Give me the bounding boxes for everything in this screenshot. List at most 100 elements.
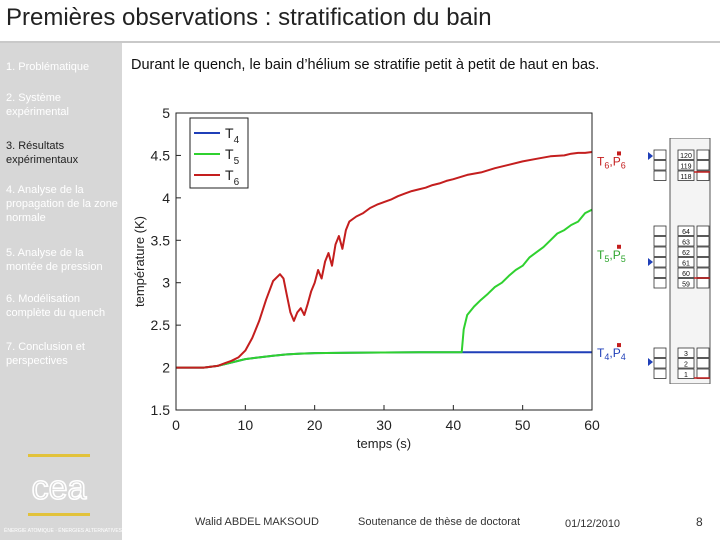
sensor-label: 118 (680, 174, 691, 181)
sensor-cell-left (653, 160, 667, 171)
sensor-label: 120 (680, 153, 692, 160)
sensor-label: 1 (684, 372, 688, 379)
x-tick-label: 20 (307, 417, 323, 433)
sensor-cell-left (653, 225, 667, 236)
sensor-cell-left (653, 278, 667, 289)
cea-logo: cea (28, 454, 90, 516)
y-tick-label: 2 (162, 360, 170, 376)
sensor-cell-left (653, 149, 667, 160)
sidebar-item-resultats[interactable]: 3. Résultats expérimentaux (6, 140, 79, 166)
y-tick-label: 5 (162, 105, 170, 121)
sidebar-item-modelisation[interactable]: 6. Modélisation complète du quench (6, 293, 106, 319)
pressure-marker (617, 151, 621, 156)
sensor-cell-right (696, 160, 710, 171)
sensor-label: 64 (682, 229, 690, 236)
sensor-cell-left (653, 246, 667, 257)
title-divider (0, 41, 720, 43)
sensor-cell-label (677, 257, 695, 268)
plot-frame (175, 112, 593, 411)
sensor-label: 63 (682, 240, 690, 247)
sensor-cell-right (696, 358, 710, 369)
sensor-annotation: T6,P6 (597, 154, 626, 170)
y-axis-label: température (K) (132, 216, 147, 307)
sensor-cell-left (653, 267, 667, 278)
logo-text: cea (32, 469, 87, 507)
sensor-cell-label (677, 149, 695, 160)
y-tick-label: 2.5 (151, 317, 171, 333)
x-tick-label: 60 (584, 417, 600, 433)
sidebar-item-pression[interactable]: 5. Analyse de la montée de pression (6, 247, 103, 273)
sensor-arrow-icon (648, 152, 653, 160)
sensor-label: 59 (682, 282, 690, 289)
sensor-cell-label (677, 267, 695, 278)
sensor-cell-right (696, 149, 710, 160)
sensor-cell-left (653, 358, 667, 369)
sensor-cell-label (677, 358, 695, 369)
sensor-cell-label (677, 170, 695, 181)
footer-event: Soutenance de thèse de doctorat (358, 516, 521, 528)
legend-subscript: 6 (234, 177, 240, 188)
sensor-cell-right (696, 257, 710, 268)
sensor-cell-left (653, 257, 667, 268)
sensor-cell-right (696, 170, 710, 181)
slide-subtitle: Durant le quench, le bain d’hélium se st… (131, 57, 600, 73)
y-tick-label: 4 (162, 190, 170, 206)
sensor-cell-label (677, 368, 695, 379)
sidebar-item-problematique[interactable]: 1. Problématique (6, 61, 90, 73)
sensor-cell-right (696, 267, 710, 278)
y-tick-label: 1.5 (151, 402, 171, 418)
sensor-arrow-icon (648, 358, 653, 366)
slide-title: Premières observations : stratification … (6, 4, 492, 31)
sidebar: 1. Problématique 2. Système expérimental… (0, 43, 122, 540)
sensor-stack-diagram: 120 119 118 64 63 62 61 60 59 3 2 1 (648, 138, 711, 384)
sensor-label: 61 (682, 261, 690, 268)
y-tick-label: 3.5 (151, 232, 171, 248)
page-number: 8 (696, 515, 703, 529)
x-tick-label: 10 (238, 417, 254, 433)
sensor-label: 119 (680, 164, 691, 171)
footer-date: 01/12/2010 (565, 518, 621, 530)
x-axis-label: temps (s) (357, 436, 411, 451)
sensor-cell-left (653, 236, 667, 247)
sensor-label: 3 (684, 351, 688, 358)
sensor-annotation: T5,P5 (597, 248, 626, 264)
sensor-cell-label (677, 225, 695, 236)
series-t6 (176, 151, 593, 369)
legend-subscript: 5 (234, 156, 240, 167)
sensor-cell-right (696, 347, 710, 358)
sidebar-item-systeme[interactable]: 2. Système expérimental (6, 92, 69, 118)
x-tick-label: 0 (172, 417, 180, 433)
series-t5 (176, 208, 593, 369)
pressure-marker (617, 343, 621, 348)
sensor-arrow-icon (648, 258, 653, 266)
annotation-subscript: 6 (604, 160, 609, 170)
sensor-cell-label (677, 347, 695, 358)
sidebar-footer: ÉNERGIE ATOMIQUE · ÉNERGIES ALTERNATIVES (4, 528, 122, 534)
sensor-annotation: T4,P4 (597, 346, 626, 362)
sensor-cell-right (696, 278, 710, 289)
sensor-cell-left (653, 368, 667, 379)
sidebar-item-propagation[interactable]: 4. Analyse de la propagation de la zone … (6, 184, 118, 224)
sensor-cell-right (696, 246, 710, 257)
x-tick-label: 40 (446, 417, 462, 433)
sensor-cell-label (677, 246, 695, 257)
sensor-cell-label (677, 160, 695, 171)
footer-author: Walid ABDEL MAKSOUD (195, 516, 319, 528)
annotation-text: ,P (609, 154, 620, 168)
annotation-subscript: 4 (604, 352, 609, 362)
annotation-subscript: 6 (621, 160, 626, 170)
sensor-cell-left (653, 170, 667, 181)
sidebar-item-conclusion[interactable]: 7. Conclusion et perspectives (6, 341, 85, 367)
sensor-cell-label (677, 278, 695, 289)
annotation-subscript: 5 (621, 254, 626, 264)
sensor-cell-right (696, 225, 710, 236)
sensor-cell-left (653, 347, 667, 358)
sensor-cell-label (677, 236, 695, 247)
annotation-subscript: 4 (621, 352, 626, 362)
sensor-label: 60 (682, 271, 690, 278)
pressure-marker (617, 244, 621, 249)
y-tick-label: 4.5 (151, 147, 171, 163)
annotation-subscript: 5 (604, 254, 609, 264)
y-tick-label: 3 (162, 275, 170, 291)
